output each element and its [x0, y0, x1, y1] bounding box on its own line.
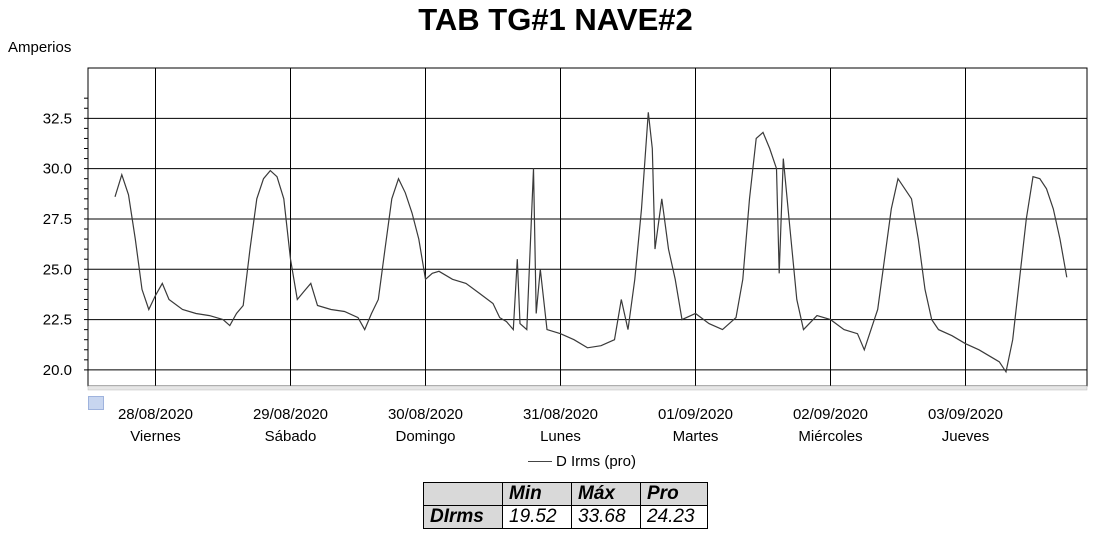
scroll-left-button[interactable]: [88, 396, 104, 410]
stats-value-avg: 24.23: [640, 505, 708, 529]
x-tick-date: 02/09/2020: [793, 406, 868, 423]
x-tick-date: 03/09/2020: [928, 406, 1003, 423]
x-axis-ticks: 28/08/2020 Viernes 29/08/2020 Sábado 30/08/2…: [118, 406, 1003, 445]
x-tick-day: Martes: [673, 428, 719, 445]
stats-value-max: 33.68: [571, 505, 641, 529]
legend: D Irms (pro): [528, 453, 636, 470]
x-tick-day: Viernes: [130, 428, 181, 445]
legend-swatch: [528, 461, 552, 462]
y-axis-label: Amperios: [8, 39, 72, 56]
stats-table: Min Máx Pro DIrms 19.52 33.68 24.23: [423, 482, 708, 529]
x-tick-day: Sábado: [265, 428, 317, 445]
stats-header-row: Min Máx Pro: [423, 482, 708, 506]
x-tick-day: Miércoles: [798, 428, 862, 445]
stats-header-min: Min: [502, 482, 572, 506]
stats-row-label: DIrms: [423, 505, 503, 529]
x-tick-date: 30/08/2020: [388, 406, 463, 423]
stats-value-row: DIrms 19.52 33.68 24.23: [423, 505, 708, 529]
stats-value-min: 19.52: [502, 505, 572, 529]
stats-corner: [423, 482, 503, 506]
x-tick-day: Lunes: [540, 428, 581, 445]
y-tick-label: 25.0: [43, 261, 72, 278]
y-tick-label: 32.5: [43, 110, 72, 127]
y-tick-label: 20.0: [43, 362, 72, 379]
series-layer: [114, 112, 1068, 374]
y-tick-label: 30.0: [43, 161, 72, 178]
legend-label: D Irms (pro): [556, 453, 636, 470]
x-tick-date: 31/08/2020: [523, 406, 598, 423]
x-tick-date: 29/08/2020: [253, 406, 328, 423]
stats-header-avg: Pro: [640, 482, 708, 506]
y-tick-label: 22.5: [43, 312, 72, 329]
y-axis-ticks: 20.0 22.5 25.0 27.5 30.0 32.5: [43, 97, 88, 379]
x-tick-date: 28/08/2020: [118, 406, 193, 423]
y-tick-label: 27.5: [43, 211, 72, 228]
plot-area: [87, 67, 1088, 387]
chart-title: TAB TG#1 NAVE#2: [418, 2, 693, 37]
x-tick-date: 01/09/2020: [658, 406, 733, 423]
gridlines: [88, 68, 1087, 386]
x-tick-day: Domingo: [395, 428, 455, 445]
stats-header-max: Máx: [571, 482, 641, 506]
x-scrollbar[interactable]: [87, 385, 1088, 391]
series-line: [114, 112, 1068, 374]
x-tick-day: Jueves: [942, 428, 990, 445]
